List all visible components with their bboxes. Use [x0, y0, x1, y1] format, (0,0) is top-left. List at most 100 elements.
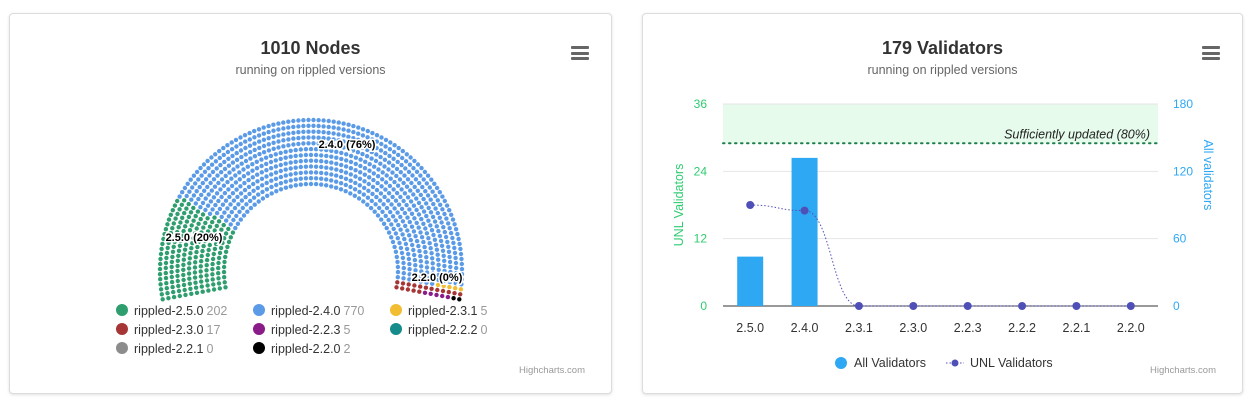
item-point[interactable]	[238, 217, 243, 222]
item-point[interactable]	[432, 219, 438, 224]
item-point[interactable]	[256, 199, 261, 204]
item-point[interactable]	[316, 129, 321, 134]
item-point[interactable]	[188, 286, 193, 291]
item-point[interactable]	[357, 189, 362, 195]
item-point[interactable]	[187, 189, 192, 194]
item-point[interactable]	[370, 130, 375, 136]
item-point[interactable]	[306, 123, 311, 128]
item-point[interactable]	[214, 191, 220, 196]
item-point[interactable]	[417, 289, 422, 294]
item-point[interactable]	[238, 141, 243, 147]
item-point[interactable]	[389, 235, 394, 240]
item-point[interactable]	[197, 184, 202, 190]
item-point[interactable]	[252, 202, 257, 207]
item-point[interactable]	[459, 256, 464, 262]
item-point[interactable]	[391, 156, 396, 161]
item-point[interactable]	[278, 168, 283, 174]
item-point[interactable]	[353, 161, 358, 167]
item-point[interactable]	[216, 219, 222, 224]
item-point[interactable]	[254, 159, 259, 164]
item-point[interactable]	[222, 190, 228, 196]
item-point[interactable]	[452, 291, 457, 296]
item-point[interactable]	[417, 248, 422, 254]
item-point[interactable]	[191, 236, 196, 241]
item-point[interactable]	[208, 199, 214, 204]
item-point[interactable]	[247, 143, 253, 148]
item-point[interactable]	[440, 194, 445, 199]
item-point[interactable]	[234, 213, 239, 219]
item-point[interactable]	[419, 235, 425, 240]
item-point[interactable]	[293, 177, 298, 182]
item-point[interactable]	[459, 277, 464, 282]
item-point[interactable]	[298, 182, 303, 187]
item-point[interactable]	[205, 158, 210, 164]
item-point[interactable]	[426, 205, 431, 211]
item-point[interactable]	[331, 125, 336, 130]
item-point[interactable]	[181, 277, 186, 283]
item-point[interactable]	[210, 256, 216, 262]
item-point[interactable]	[406, 256, 412, 262]
item-point[interactable]	[411, 288, 416, 293]
item-point[interactable]	[343, 189, 348, 194]
item-point[interactable]	[424, 260, 429, 265]
item-point[interactable]	[395, 183, 401, 188]
item-point[interactable]	[413, 273, 418, 278]
item-point[interactable]	[169, 279, 175, 285]
item-point[interactable]	[209, 237, 214, 243]
item-point[interactable]	[326, 142, 331, 147]
item-point[interactable]	[246, 171, 251, 176]
item-point[interactable]	[355, 137, 361, 142]
item-point[interactable]	[225, 244, 230, 250]
item-point[interactable]	[194, 226, 199, 231]
item-point[interactable]	[414, 196, 419, 201]
item-point[interactable]	[206, 192, 211, 197]
item-point[interactable]	[429, 228, 435, 233]
item-point[interactable]	[358, 163, 363, 169]
item-point[interactable]	[440, 207, 445, 212]
item-point[interactable]	[227, 194, 232, 200]
item-point[interactable]	[437, 233, 443, 239]
item-point[interactable]	[430, 266, 436, 271]
item-point[interactable]	[389, 222, 394, 227]
item-point[interactable]	[176, 225, 181, 230]
item-point[interactable]	[193, 285, 199, 290]
item-point[interactable]	[171, 244, 176, 249]
item-point[interactable]	[326, 136, 331, 141]
item-point[interactable]	[384, 173, 389, 178]
item-point[interactable]	[291, 136, 296, 141]
item-point[interactable]	[459, 272, 465, 277]
item-point[interactable]	[199, 284, 204, 289]
item-point[interactable]	[447, 259, 453, 265]
item-point[interactable]	[176, 248, 182, 253]
item-point[interactable]	[198, 269, 203, 274]
item-point[interactable]	[235, 194, 240, 200]
item-point[interactable]	[293, 147, 298, 153]
item-point[interactable]	[245, 164, 250, 169]
item-point[interactable]	[341, 127, 346, 132]
item-point[interactable]	[422, 290, 428, 295]
item-point[interactable]	[219, 170, 224, 175]
item-point[interactable]	[429, 177, 434, 182]
item-point[interactable]	[408, 199, 414, 204]
item-point[interactable]	[226, 214, 232, 219]
item-point[interactable]	[171, 221, 176, 226]
line-point[interactable]	[1018, 302, 1027, 310]
item-point[interactable]	[419, 216, 424, 222]
item-point[interactable]	[324, 183, 329, 188]
item-point[interactable]	[223, 285, 228, 290]
item-point[interactable]	[405, 195, 411, 200]
item-point[interactable]	[432, 181, 437, 186]
item-point[interactable]	[387, 153, 392, 159]
item-point[interactable]	[402, 236, 407, 242]
item-point[interactable]	[413, 177, 419, 182]
item-point[interactable]	[382, 157, 388, 162]
item-point[interactable]	[444, 203, 450, 208]
item-point[interactable]	[333, 185, 339, 190]
item-point[interactable]	[192, 270, 198, 275]
item-point[interactable]	[329, 178, 334, 183]
item-point[interactable]	[383, 213, 388, 219]
item-point[interactable]	[358, 170, 363, 175]
item-point[interactable]	[192, 275, 198, 280]
item-point[interactable]	[291, 130, 296, 135]
item-point[interactable]	[400, 281, 406, 286]
